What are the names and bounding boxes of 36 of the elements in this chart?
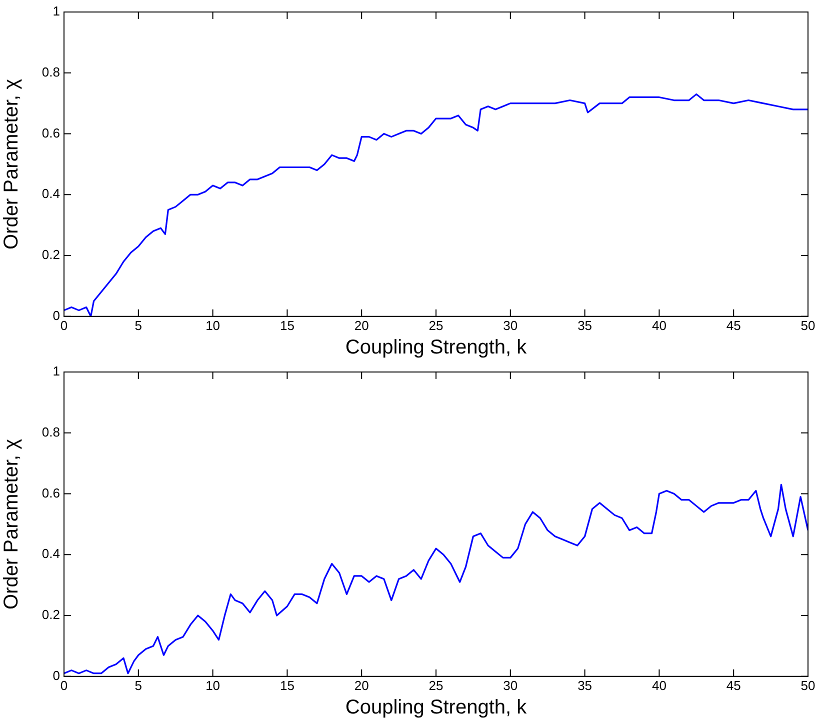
x-tick-label: 25 — [428, 318, 444, 333]
x-axis-title: Coupling Strength, k — [345, 696, 528, 719]
x-tick-label: 5 — [134, 318, 142, 333]
x-tick-label: 50 — [800, 678, 816, 693]
x-tick-label: 20 — [354, 678, 369, 693]
x-tick-label: 10 — [206, 318, 220, 333]
x-tick-label: 40 — [652, 678, 666, 693]
x-tick-label: 40 — [652, 318, 666, 333]
x-axis-title: Coupling Strength, k — [345, 336, 528, 359]
x-tick-label: 30 — [503, 678, 518, 693]
x-tick-label: 5 — [134, 678, 142, 693]
y-axis-title: Order Parameter, χ — [0, 78, 23, 250]
y-tick-label: 0.2 — [42, 247, 60, 262]
x-tick-label: 35 — [578, 678, 592, 693]
y-tick-label: 0.4 — [42, 546, 60, 562]
x-tick-label: 15 — [280, 318, 294, 333]
x-tick-label: 45 — [726, 318, 741, 333]
x-tick-label: 25 — [428, 678, 444, 693]
x-tick-label: 15 — [280, 678, 294, 693]
x-tick-label: 50 — [800, 318, 816, 333]
y-tick-label: 0.8 — [42, 64, 60, 80]
y-tick-label: 1 — [52, 4, 60, 19]
y-tick-label: 0 — [52, 668, 60, 683]
y-tick-label: 0.6 — [42, 125, 60, 140]
y-tick-label: 0 — [52, 308, 60, 323]
x-tick-label: 35 — [578, 318, 592, 333]
y-tick-label: 0.6 — [42, 485, 60, 500]
x-tick-label: 30 — [503, 318, 518, 333]
y-tick-label: 1 — [52, 364, 60, 379]
y-tick-label: 0.4 — [42, 186, 60, 202]
x-tick-label: 45 — [726, 678, 741, 693]
x-tick-label: 10 — [206, 678, 220, 693]
y-axis-title: Order Parameter, χ — [0, 438, 23, 610]
y-tick-label: 0.8 — [42, 424, 60, 440]
y-tick-label: 0.2 — [42, 607, 60, 622]
x-tick-label: 20 — [354, 318, 369, 333]
